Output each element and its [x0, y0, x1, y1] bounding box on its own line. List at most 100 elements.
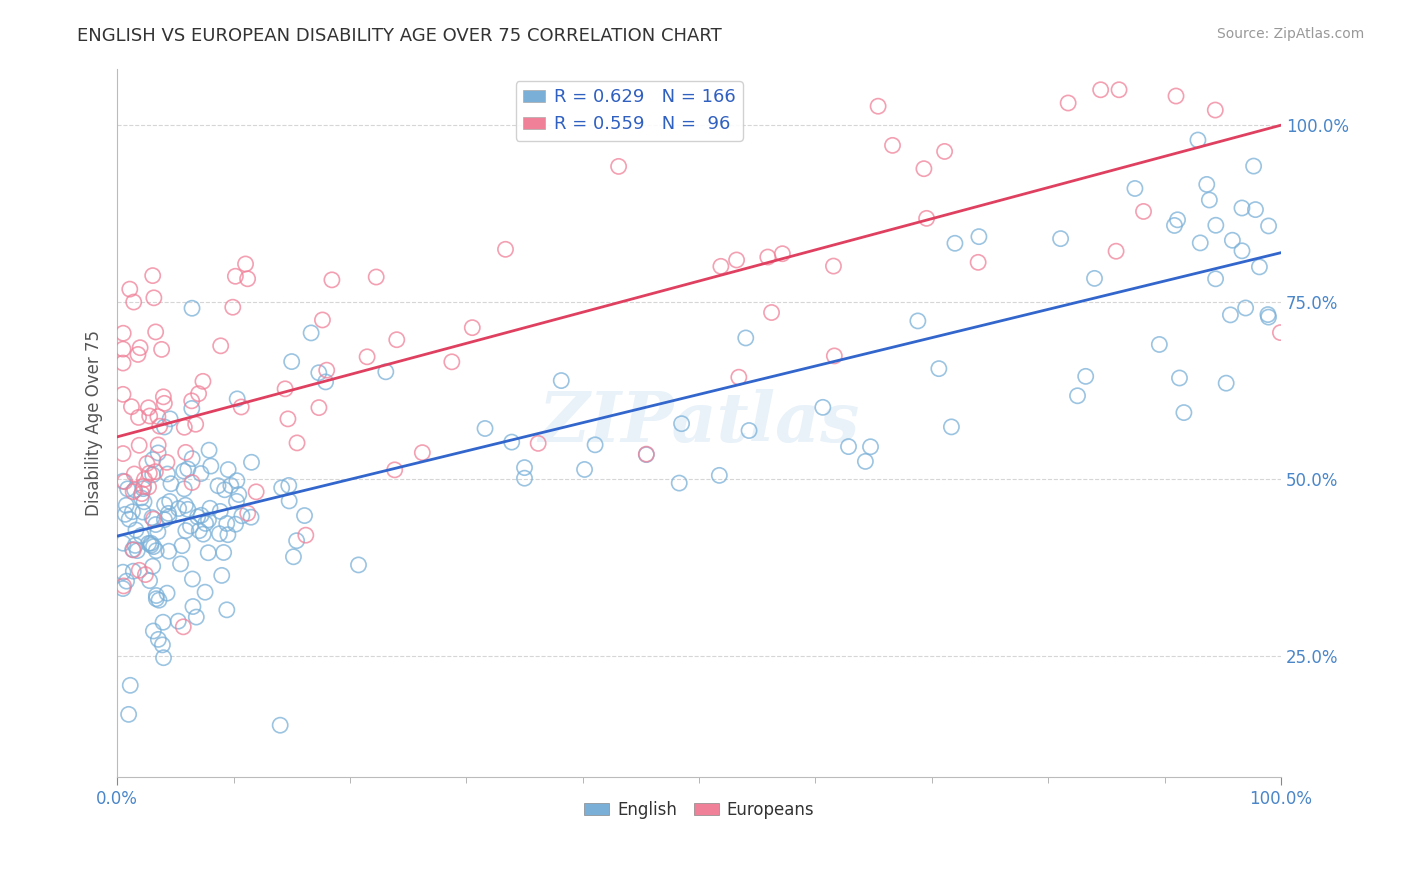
Point — [197, 546, 219, 560]
Point — [209, 504, 232, 518]
Point — [385, 333, 408, 347]
Point — [177, 462, 200, 476]
Point — [142, 268, 165, 283]
Point — [148, 593, 170, 607]
Point — [1257, 308, 1279, 322]
Point — [1249, 260, 1271, 274]
Point — [153, 420, 176, 434]
Point — [131, 486, 153, 500]
Point — [1066, 389, 1088, 403]
Point — [440, 355, 463, 369]
Point — [167, 501, 190, 516]
Point — [129, 341, 152, 355]
Point — [181, 599, 204, 614]
Point — [245, 484, 267, 499]
Point — [1195, 178, 1218, 192]
Point — [152, 615, 174, 630]
Point — [225, 474, 247, 488]
Point — [308, 366, 330, 380]
Point — [583, 438, 606, 452]
Point — [114, 508, 136, 522]
Point — [121, 505, 143, 519]
Point — [356, 350, 378, 364]
Point — [111, 387, 134, 401]
Point — [269, 718, 291, 732]
Point — [187, 509, 209, 524]
Point — [513, 471, 536, 485]
Point — [725, 252, 748, 267]
Point — [811, 401, 834, 415]
Point — [527, 436, 550, 450]
Point — [636, 447, 658, 461]
Point — [145, 591, 167, 606]
Point — [761, 305, 783, 319]
Point — [212, 545, 235, 559]
Point — [209, 339, 232, 353]
Point — [127, 543, 149, 558]
Point — [225, 517, 247, 532]
Point — [859, 440, 882, 454]
Point — [912, 161, 935, 176]
Point — [142, 467, 165, 482]
Point — [121, 542, 143, 557]
Point — [214, 483, 236, 497]
Point — [132, 505, 155, 519]
Point — [311, 313, 333, 327]
Point — [139, 538, 162, 552]
Point — [148, 438, 170, 452]
Point — [1215, 376, 1237, 391]
Point — [285, 533, 308, 548]
Point — [217, 527, 239, 541]
Point — [1222, 233, 1244, 247]
Point — [274, 382, 297, 396]
Point — [838, 440, 860, 454]
Point — [1205, 272, 1227, 286]
Point — [157, 544, 180, 558]
Point — [513, 460, 536, 475]
Point — [607, 160, 630, 174]
Point — [941, 420, 963, 434]
Point — [170, 539, 193, 553]
Point — [124, 483, 146, 497]
Point — [173, 420, 195, 434]
Text: Source: ZipAtlas.com: Source: ZipAtlas.com — [1216, 27, 1364, 41]
Point — [180, 519, 202, 533]
Legend: English, Europeans: English, Europeans — [576, 794, 821, 825]
Point — [156, 455, 179, 469]
Point — [907, 314, 929, 328]
Point — [112, 579, 135, 593]
Point — [207, 479, 229, 493]
Point — [160, 476, 183, 491]
Point — [138, 401, 160, 415]
Point — [299, 326, 322, 340]
Point — [174, 498, 197, 512]
Point — [710, 260, 733, 274]
Point — [943, 236, 966, 251]
Point — [150, 343, 173, 357]
Point — [1230, 201, 1253, 215]
Point — [128, 438, 150, 452]
Point — [236, 506, 259, 520]
Point — [111, 342, 134, 356]
Point — [138, 536, 160, 550]
Point — [142, 291, 165, 305]
Point — [114, 475, 136, 489]
Point — [174, 445, 197, 459]
Point — [200, 458, 222, 473]
Point — [1057, 95, 1080, 110]
Point — [146, 409, 169, 424]
Point — [1168, 371, 1191, 385]
Point — [294, 508, 316, 523]
Point — [240, 510, 263, 524]
Point — [180, 393, 202, 408]
Point — [315, 363, 337, 377]
Point — [122, 542, 145, 557]
Point — [132, 479, 155, 493]
Point — [668, 476, 690, 491]
Point — [135, 457, 157, 471]
Point — [142, 512, 165, 526]
Point — [967, 229, 990, 244]
Point — [236, 272, 259, 286]
Point — [159, 494, 181, 508]
Point — [117, 707, 139, 722]
